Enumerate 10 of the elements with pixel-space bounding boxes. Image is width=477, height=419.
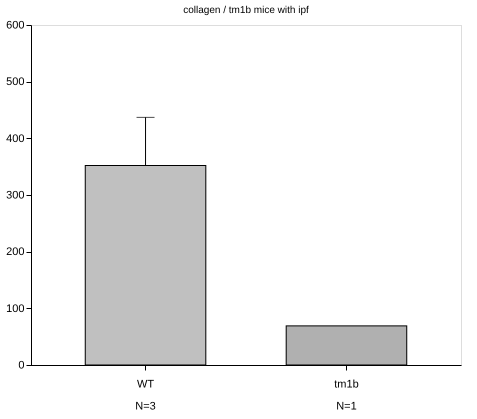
y-tick-label: 300 xyxy=(6,190,24,202)
y-tick-label: 0 xyxy=(18,360,24,372)
chart-title: collagen / tm1b mice with ipf xyxy=(183,5,310,16)
x-tick-label: tm1b N=1 xyxy=(334,378,359,412)
y-tick-label: 500 xyxy=(6,76,24,88)
y-tick-label: 100 xyxy=(6,302,24,315)
y-tick-label: 200 xyxy=(6,246,24,258)
y-tick-label: 600 xyxy=(6,20,24,32)
x-tick-label: WT N=3 xyxy=(135,378,156,412)
y-tick-label: 400 xyxy=(6,132,24,145)
